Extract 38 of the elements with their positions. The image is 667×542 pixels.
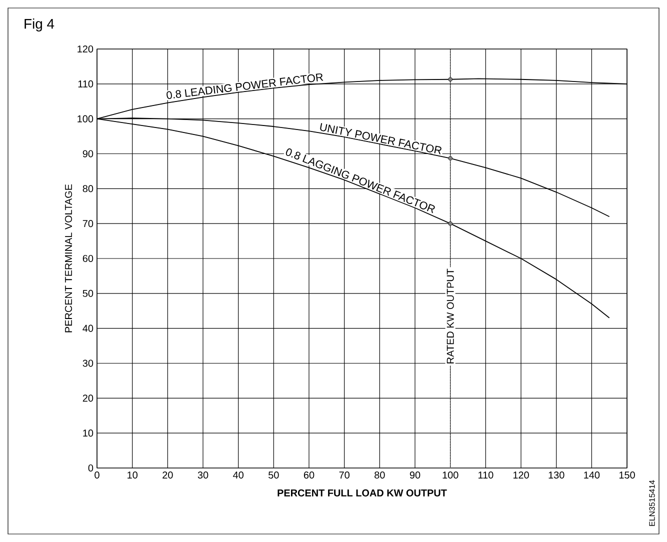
x-tick-label: 30	[198, 472, 208, 479]
y-tick-label: 30	[82, 360, 94, 367]
y-tick-label: 110	[78, 80, 94, 88]
x-tick-label: 150	[619, 472, 635, 479]
x-tick-label: 140	[584, 472, 600, 479]
x-tick-label: 10	[128, 472, 138, 479]
x-tick-label: 50	[268, 472, 279, 479]
y-tick-label: 70	[82, 220, 94, 228]
y-tick-label: 60	[82, 254, 94, 262]
y-axis-title: PERCENT TERMINAL VOLTAGE	[64, 184, 72, 332]
x-axis-title: PERCENT FULL LOAD KW OUTPUT	[278, 489, 447, 496]
text: UNITY POWER FACTOR	[320, 123, 442, 154]
y-tick-label: 0	[88, 464, 94, 472]
ref-line-label: RATED KW OUTPUT	[446, 268, 454, 364]
y-tick-label: 10	[83, 430, 94, 437]
x-tick-label: 100	[442, 472, 458, 479]
point	[448, 221, 453, 226]
y-tick-label: 20	[82, 394, 94, 402]
x-tick-label: 70	[339, 472, 350, 479]
y-tick-label: 80	[82, 185, 94, 192]
x-tick-label: 60	[304, 472, 314, 479]
x-tick-label: 110	[478, 472, 494, 479]
y-tick-label: 40	[82, 324, 94, 332]
y-tick-label: 100	[78, 115, 94, 122]
point	[448, 156, 453, 160]
x-tick-label: 40	[233, 472, 244, 479]
y-tick-label: 120	[78, 45, 94, 53]
text: 0.8 LEADING POWER FACTOR	[166, 73, 324, 99]
x-tick-label: 120	[513, 472, 529, 479]
x-tick-label: 20	[162, 472, 173, 479]
x-tick-label: 80	[374, 472, 385, 479]
x-tick-label: 0	[94, 472, 100, 479]
x-tick-label: 130	[548, 472, 564, 479]
y-tick-label: 90	[82, 150, 94, 158]
point	[448, 77, 453, 82]
chart-title: Fig 4	[24, 18, 54, 32]
y-tick-label: 50	[82, 290, 94, 297]
x-tick-label: 90	[410, 472, 420, 479]
